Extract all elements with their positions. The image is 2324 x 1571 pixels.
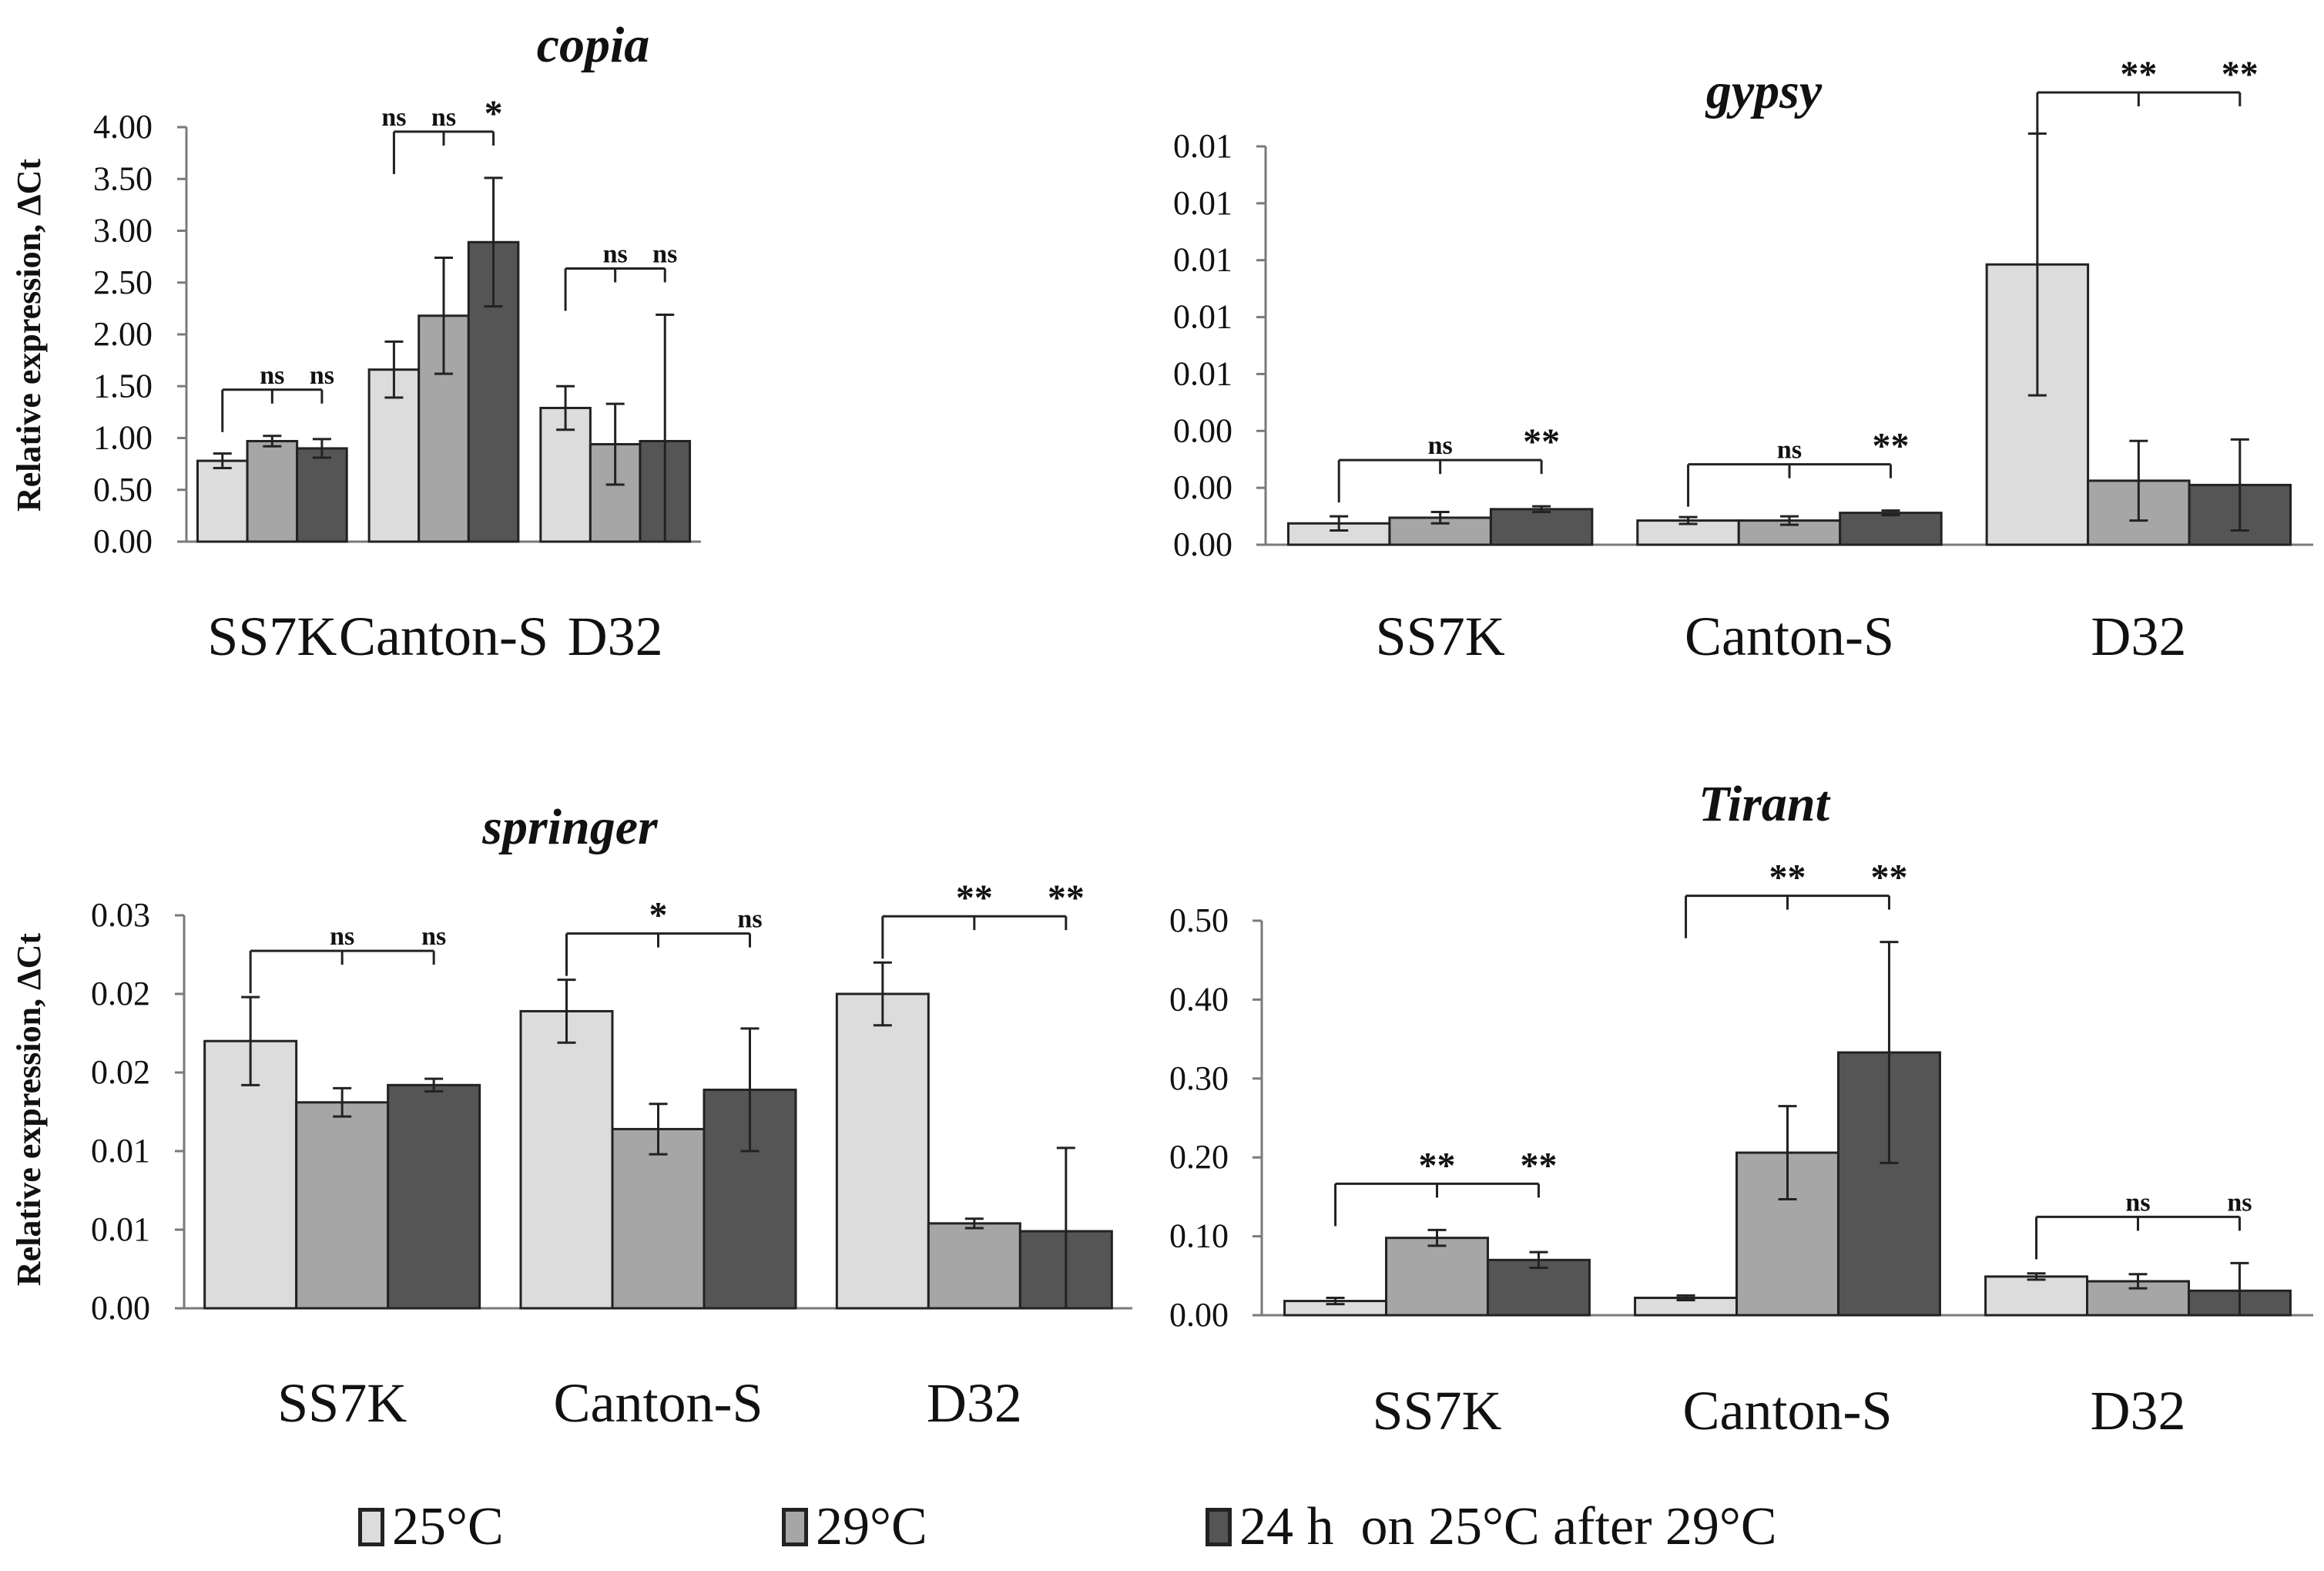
tirant-sig-label: ns: [2227, 1188, 2252, 1217]
springer-category-label: Canton-S: [553, 1372, 763, 1434]
springer-title: springer: [481, 799, 659, 855]
tirant-ytick-label: 0.00: [1169, 1296, 1229, 1334]
copia-category-label: D32: [568, 606, 663, 667]
legend-swatch-25: [358, 1508, 384, 1546]
tirant-sig-label: **: [1769, 858, 1806, 898]
tirant-ytick-label: 0.50: [1169, 901, 1229, 939]
gypsy-sig-label: **: [2222, 54, 2259, 95]
gypsy-category-label: D32: [2091, 606, 2186, 667]
gypsy-category-label: Canton-S: [1685, 606, 1894, 667]
tirant-ytick-label: 0.10: [1169, 1217, 1229, 1255]
tirant-sig-label: **: [1520, 1145, 1557, 1186]
gypsy-sig-label: **: [2120, 54, 2157, 95]
gypsy-sig-label: ns: [1428, 431, 1453, 460]
tirant-category-label: SS7K: [1372, 1380, 1501, 1442]
copia-title: copia: [537, 17, 650, 73]
springer-sig-label: ns: [330, 922, 354, 951]
copia-category-label: SS7K: [207, 606, 337, 667]
copia-ytick-label: 3.50: [93, 159, 153, 197]
gypsy-sig-label: ns: [1777, 436, 1802, 465]
springer-sig-label: **: [1048, 878, 1085, 918]
gypsy-ytick-label: 0.00: [1173, 468, 1232, 506]
gypsy-bar-ss7k-s2: [1489, 508, 1594, 546]
springer-ytick-label: 0.01: [91, 1132, 150, 1170]
tirant-sig-label: ns: [2125, 1188, 2150, 1217]
copia-sig-label: ns: [381, 103, 406, 132]
gypsy-ytick-label: 0.00: [1173, 525, 1232, 563]
copia-bar-canton-s-s2: [467, 240, 520, 543]
copia-ytick-label: 4.00: [93, 108, 153, 146]
springer-bar-d32-s0: [835, 992, 930, 1310]
gypsy-sig-label: **: [1872, 426, 1909, 467]
copia-bar-ss7k-s0: [196, 459, 249, 543]
springer-ytick-label: 0.03: [91, 896, 150, 934]
gypsy-category-label: SS7K: [1376, 606, 1505, 667]
copia-ytick-label: 1.00: [93, 419, 153, 457]
springer-ytick-label: 0.02: [91, 1053, 150, 1091]
legend-label-25: 25°C: [392, 1497, 504, 1556]
gypsy-ytick-label: 0.01: [1173, 298, 1232, 336]
springer-bar-ss7k-s2: [387, 1083, 481, 1310]
springer-sig-label: **: [956, 878, 993, 918]
tirant-category-label: D32: [2091, 1380, 2186, 1442]
tirant-ytick-label: 0.20: [1169, 1138, 1229, 1176]
copia-ytick-label: 0.50: [93, 471, 153, 509]
tirant-sig-label: **: [1419, 1145, 1456, 1186]
springer-sig-label: ns: [421, 922, 446, 951]
springer-ytick-label: 0.01: [91, 1210, 150, 1248]
tirant-category-label: Canton-S: [1682, 1380, 1892, 1442]
legend-swatch-29: [782, 1508, 808, 1546]
springer-category-label: SS7K: [277, 1372, 407, 1434]
gypsy-title: gypsy: [1705, 63, 1823, 119]
copia-bar-ss7k-s1: [246, 440, 299, 543]
gypsy-ytick-label: 0.00: [1173, 411, 1232, 449]
tirant-bar-d32-s0: [1984, 1275, 2089, 1317]
copia-ytick-label: 2.00: [93, 315, 153, 353]
copia-sig-label: ns: [603, 240, 628, 268]
copia-sig-label: ns: [431, 103, 456, 132]
copia-category-label: Canton-S: [339, 606, 548, 667]
springer-ytick-label: 0.00: [91, 1289, 150, 1327]
legend: 25°C 29°C 24 h on 25°C after 29°C: [0, 1496, 2324, 1558]
springer-ylabel: Relative expression, ΔCt: [10, 933, 48, 1287]
gypsy-ytick-label: 0.01: [1173, 184, 1232, 222]
copia-bar-ss7k-s2: [296, 447, 348, 543]
legend-item-25: 25°C: [358, 1496, 504, 1558]
copia-ytick-label: 3.00: [93, 212, 153, 250]
copia-ytick-label: 2.50: [93, 264, 153, 301]
copia-sig-label: ns: [652, 240, 677, 268]
gypsy-ytick-label: 0.01: [1173, 354, 1232, 392]
springer-sig-label: ns: [737, 905, 762, 934]
tirant-title: Tirant: [1699, 776, 1831, 832]
gypsy-bar-canton-s-s2: [1839, 512, 1943, 546]
tirant-bar-ss7k-s1: [1385, 1237, 1489, 1317]
copia-sig-label: ns: [260, 361, 284, 390]
tirant-bar-ss7k-s2: [1486, 1258, 1591, 1317]
gypsy-ytick-label: 0.01: [1173, 127, 1232, 165]
copia-sig-label: *: [485, 93, 503, 134]
springer-bar-d32-s1: [927, 1222, 1021, 1310]
springer-bar-canton-s-s0: [519, 1009, 614, 1310]
gypsy-sig-label: **: [1523, 421, 1560, 462]
springer-bar-canton-s-s1: [611, 1127, 706, 1310]
springer-bar-ss7k-s1: [295, 1101, 390, 1310]
copia-ytick-label: 1.50: [93, 367, 153, 404]
legend-item-29: 29°C: [782, 1496, 927, 1558]
legend-item-24h: 24 h on 25°C after 29°C: [1206, 1496, 1777, 1558]
legend-swatch-24h: [1206, 1508, 1232, 1546]
legend-label-24h: 24 h on 25°C after 29°C: [1239, 1497, 1777, 1556]
legend-label-29: 29°C: [816, 1497, 927, 1556]
springer-sig-label: *: [649, 895, 668, 936]
copia-ylabel: Relative expression, ΔCt: [10, 159, 48, 512]
springer-ytick-label: 0.02: [91, 975, 150, 1012]
springer-category-label: D32: [927, 1372, 1022, 1434]
gypsy-ytick-label: 0.01: [1173, 241, 1232, 279]
tirant-ytick-label: 0.40: [1169, 980, 1229, 1018]
copia-ytick-label: 0.00: [93, 522, 153, 560]
tirant-sig-label: **: [1870, 858, 1907, 898]
copia-sig-label: ns: [310, 361, 334, 390]
tirant-ytick-label: 0.30: [1169, 1059, 1229, 1097]
